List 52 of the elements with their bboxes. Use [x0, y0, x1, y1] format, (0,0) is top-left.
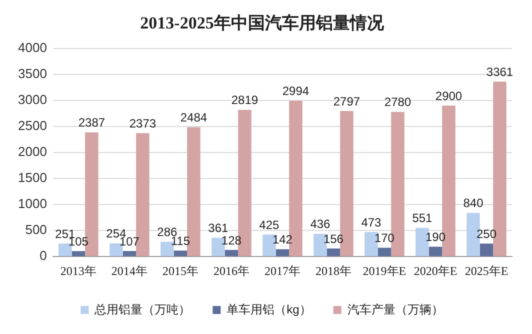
x-tick-label: 2020年E [414, 264, 458, 278]
bar [122, 251, 136, 256]
x-tick-label: 2013年 [60, 264, 96, 278]
y-tick-label: 1500 [18, 170, 47, 186]
bar [428, 246, 442, 256]
data-label: 2387 [78, 116, 106, 130]
y-tick-label: 3000 [18, 92, 47, 108]
data-label: 2994 [282, 84, 310, 98]
data-label: 2373 [129, 116, 156, 130]
x-tick-label: 2018年 [315, 264, 352, 278]
data-label: 2900 [435, 88, 462, 103]
data-label: 156 [323, 232, 344, 246]
x-tick-label: 2014年 [111, 264, 148, 278]
y-tick-label: 2500 [18, 118, 47, 134]
bar [378, 248, 392, 256]
x-tick-label: 2025年E [464, 264, 508, 278]
bar [224, 250, 238, 256]
chart-title: 2013-2025年中国汽车用铝量情况 [140, 14, 385, 33]
bar [480, 244, 494, 256]
legend-label: 单车用铝（kg） [226, 302, 312, 316]
data-label: 3361 [486, 64, 514, 79]
legend-label: 总用铝量（万吨） [94, 302, 191, 316]
data-label: 2484 [180, 110, 208, 125]
data-label: 2819 [231, 93, 258, 108]
y-tick-label: 3500 [18, 66, 47, 82]
data-label: 128 [221, 233, 242, 248]
y-tick-label: 4000 [18, 40, 47, 55]
data-label: 250 [476, 226, 497, 241]
data-label: 142 [272, 232, 293, 247]
data-label: 425 [259, 218, 280, 232]
x-tick-label: 2017年 [264, 264, 300, 278]
bar [72, 251, 86, 256]
y-tick-label: 500 [25, 222, 47, 238]
data-label: 840 [463, 196, 484, 210]
legend-label: 汽车产量（万辆） [347, 302, 444, 316]
bar [326, 248, 340, 256]
data-label: 170 [374, 231, 395, 246]
data-label: 361 [208, 221, 229, 236]
x-tick-label: 2019年E [362, 264, 406, 278]
bar [276, 249, 290, 256]
data-label: 473 [361, 215, 382, 230]
data-label: 2797 [333, 94, 360, 108]
x-tick-label: 2015年 [162, 264, 198, 278]
y-tick-label: 0 [40, 248, 47, 264]
data-label: 190 [425, 230, 446, 244]
y-tick-label: 1000 [18, 196, 47, 212]
y-tick-label: 2000 [18, 144, 47, 160]
x-tick-label: 2016年 [213, 264, 250, 278]
data-label: 436 [310, 217, 331, 232]
bar [174, 250, 188, 256]
data-label: 551 [412, 211, 433, 226]
data-label: 2780 [384, 95, 412, 110]
